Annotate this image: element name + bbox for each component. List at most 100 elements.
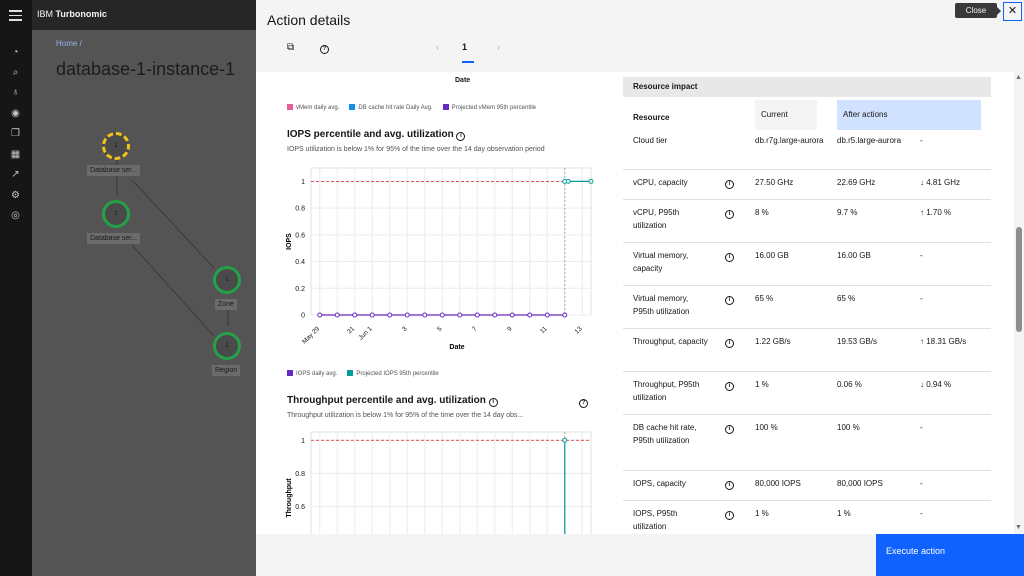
info-icon[interactable]: i <box>725 207 734 220</box>
data-point <box>404 312 410 318</box>
x-tick-label: Jun 1 <box>357 325 373 341</box>
settings-icon[interactable]: ⚙ <box>11 190 20 201</box>
info-icon[interactable]: i <box>725 293 734 306</box>
resource-label: vCPU, capacity <box>633 178 688 187</box>
scroll-down-icon[interactable]: ▼ <box>1015 524 1022 531</box>
lightbulb-icon[interactable]: ♁ <box>11 87 20 98</box>
node-label: Region <box>212 365 241 376</box>
table-row: Virtual memory, P95th utilization i 65 % 65… <box>623 285 991 328</box>
scrollbar[interactable]: ▲ ▼ <box>1014 72 1024 534</box>
table-row: vCPU, P95th utilization i 8 % 9.7 % ↑ 1.70 % <box>623 199 991 242</box>
delta-value: - <box>920 294 923 303</box>
action-details-modal: Action details Close ✕ ⧉ ? ‹ 1 › Date vM… <box>256 0 1024 576</box>
data-point <box>439 312 445 318</box>
top-header: IBM Turbonomic <box>32 0 256 30</box>
info-icon[interactable]: i <box>725 379 734 392</box>
after-value: 65 % <box>837 294 856 303</box>
y-tick-label: 0.6 <box>295 504 305 511</box>
series-line <box>564 440 566 534</box>
data-point <box>422 312 428 318</box>
dashboard-icon[interactable]: ◔ <box>12 47 19 58</box>
x-tick-label: 31 <box>346 325 356 335</box>
current-value: 8 % <box>755 208 769 217</box>
help-icon[interactable]: ? <box>579 396 588 408</box>
legend-item[interactable]: Projected vMem 95th percentile <box>442 104 536 111</box>
next-page-icon[interactable]: › <box>497 42 500 52</box>
breadcrumb[interactable]: Home / <box>56 39 82 48</box>
iops-chart-legend: IOPS daily avg. Projected IOPS 95th perc… <box>287 370 439 377</box>
table-row: vCPU, capacity i 27.50 GHz 22.69 GHz ↓ 4.81 … <box>623 169 991 199</box>
scroll-up-icon[interactable]: ▲ <box>1015 74 1022 81</box>
current-value: 100 % <box>755 423 778 432</box>
legend-item[interactable]: Projected IOPS 95th percentile <box>347 370 439 377</box>
table-row: DB cache hit rate, P95th utilization i 100… <box>623 414 991 470</box>
resource-column-label: Resource <box>633 113 670 122</box>
after-value: 100 % <box>837 423 860 432</box>
chart-icon[interactable]: ↗ <box>11 169 20 180</box>
after-value: 9.7 % <box>837 208 858 217</box>
x-tick-label: 7 <box>471 325 479 333</box>
current-value: 16.00 GB <box>755 251 789 260</box>
x-tick-label: 3 <box>401 325 409 333</box>
delta-value: ↑ 1.70 % <box>920 208 952 217</box>
scrollbar-thumb[interactable] <box>1016 227 1022 332</box>
close-button[interactable]: ✕ <box>1003 2 1022 21</box>
resource-label: IOPS, capacity <box>633 479 686 488</box>
compass-icon[interactable]: ◎ <box>11 210 20 221</box>
table-row: Virtual memory, capacity i 16.00 GB 16.00 G… <box>623 242 991 285</box>
data-point <box>588 178 594 184</box>
current-column-header <box>755 100 817 130</box>
delta-value: - <box>920 509 923 518</box>
info-icon[interactable]: i <box>725 508 734 521</box>
legend-item[interactable]: vMem daily avg. <box>287 104 339 111</box>
throughput-chart-description: Throughput utilization is below 1% for 9… <box>287 412 524 419</box>
node-label: Database ser... <box>87 233 141 244</box>
table-icon[interactable]: ▦ <box>10 149 21 160</box>
brand-logo[interactable]: IBM Turbonomic <box>37 9 107 19</box>
info-icon[interactable]: i <box>488 398 498 407</box>
resource-label: Throughput, capacity <box>633 337 708 346</box>
after-actions-column-header <box>837 100 981 130</box>
legend-item[interactable]: DB cache hit rate Daily Avg. <box>349 104 433 111</box>
after-value: 0.06 % <box>837 380 862 389</box>
data-point <box>544 312 550 318</box>
after-value: db.r5.large-aurora <box>837 136 902 145</box>
search-icon[interactable]: ⌕ <box>12 67 19 78</box>
delta-value: ↑ 18.31 GB/s <box>920 337 967 346</box>
data-point <box>562 312 568 318</box>
location-icon[interactable]: ◉ <box>11 108 20 119</box>
info-icon[interactable]: i <box>456 132 466 141</box>
info-icon[interactable]: i <box>725 422 734 435</box>
table-row: Throughput, P95th utilization i 1 % 0.06 % ↓… <box>623 371 991 414</box>
copy-icon[interactable]: ❐ <box>11 128 20 139</box>
y-tick-label: 0.8 <box>295 471 305 478</box>
y-axis-label: Throughput <box>286 478 293 518</box>
after-value: 22.69 GHz <box>837 178 876 187</box>
execute-action-button[interactable]: Execute action <box>876 534 1024 576</box>
previous-page-icon[interactable]: ‹ <box>436 42 439 52</box>
hamburger-menu-icon[interactable] <box>9 10 22 24</box>
data-point <box>509 312 515 318</box>
topology-node-zone[interactable]: 1 <box>213 266 241 294</box>
topology-node-region[interactable]: 1 <box>213 332 241 360</box>
resource-label: DB cache hit rate, P95th utilization <box>633 423 697 445</box>
info-icon[interactable]: i <box>725 177 734 190</box>
topology-node-database-server[interactable]: 1 <box>102 132 130 160</box>
info-icon[interactable]: i <box>725 250 734 263</box>
topology-node-database-server-2[interactable]: 1 <box>102 200 130 228</box>
after-value: 16.00 GB <box>837 251 871 260</box>
resource-label: Virtual memory, capacity <box>633 251 689 273</box>
table-row: Cloud tier db.r7g.large-aurora db.r5.large… <box>623 128 991 169</box>
left-nav: ◔ ⌕ ♁ ◉ ❐ ▦ ↗ ⚙ ◎ <box>0 0 32 576</box>
page-number[interactable]: 1 <box>462 42 468 52</box>
delta-value: - <box>920 423 923 432</box>
background-page: Home / database-1-instance-1 1 Database … <box>32 30 256 576</box>
external-link-icon[interactable]: ⧉ <box>287 42 295 53</box>
iops-chart: 0 0.2 0.4 0.6 0.8 1 May 29 31 Jun 1 3 5 7 9 11 13 IOPS D… <box>286 167 594 351</box>
info-icon[interactable]: i <box>725 336 734 349</box>
info-icon[interactable]: i <box>725 478 734 491</box>
y-tick-label: 0.8 <box>295 206 305 213</box>
data-point <box>369 312 375 318</box>
legend-item[interactable]: IOPS daily avg. <box>287 370 337 377</box>
help-icon[interactable]: ? <box>320 42 329 54</box>
